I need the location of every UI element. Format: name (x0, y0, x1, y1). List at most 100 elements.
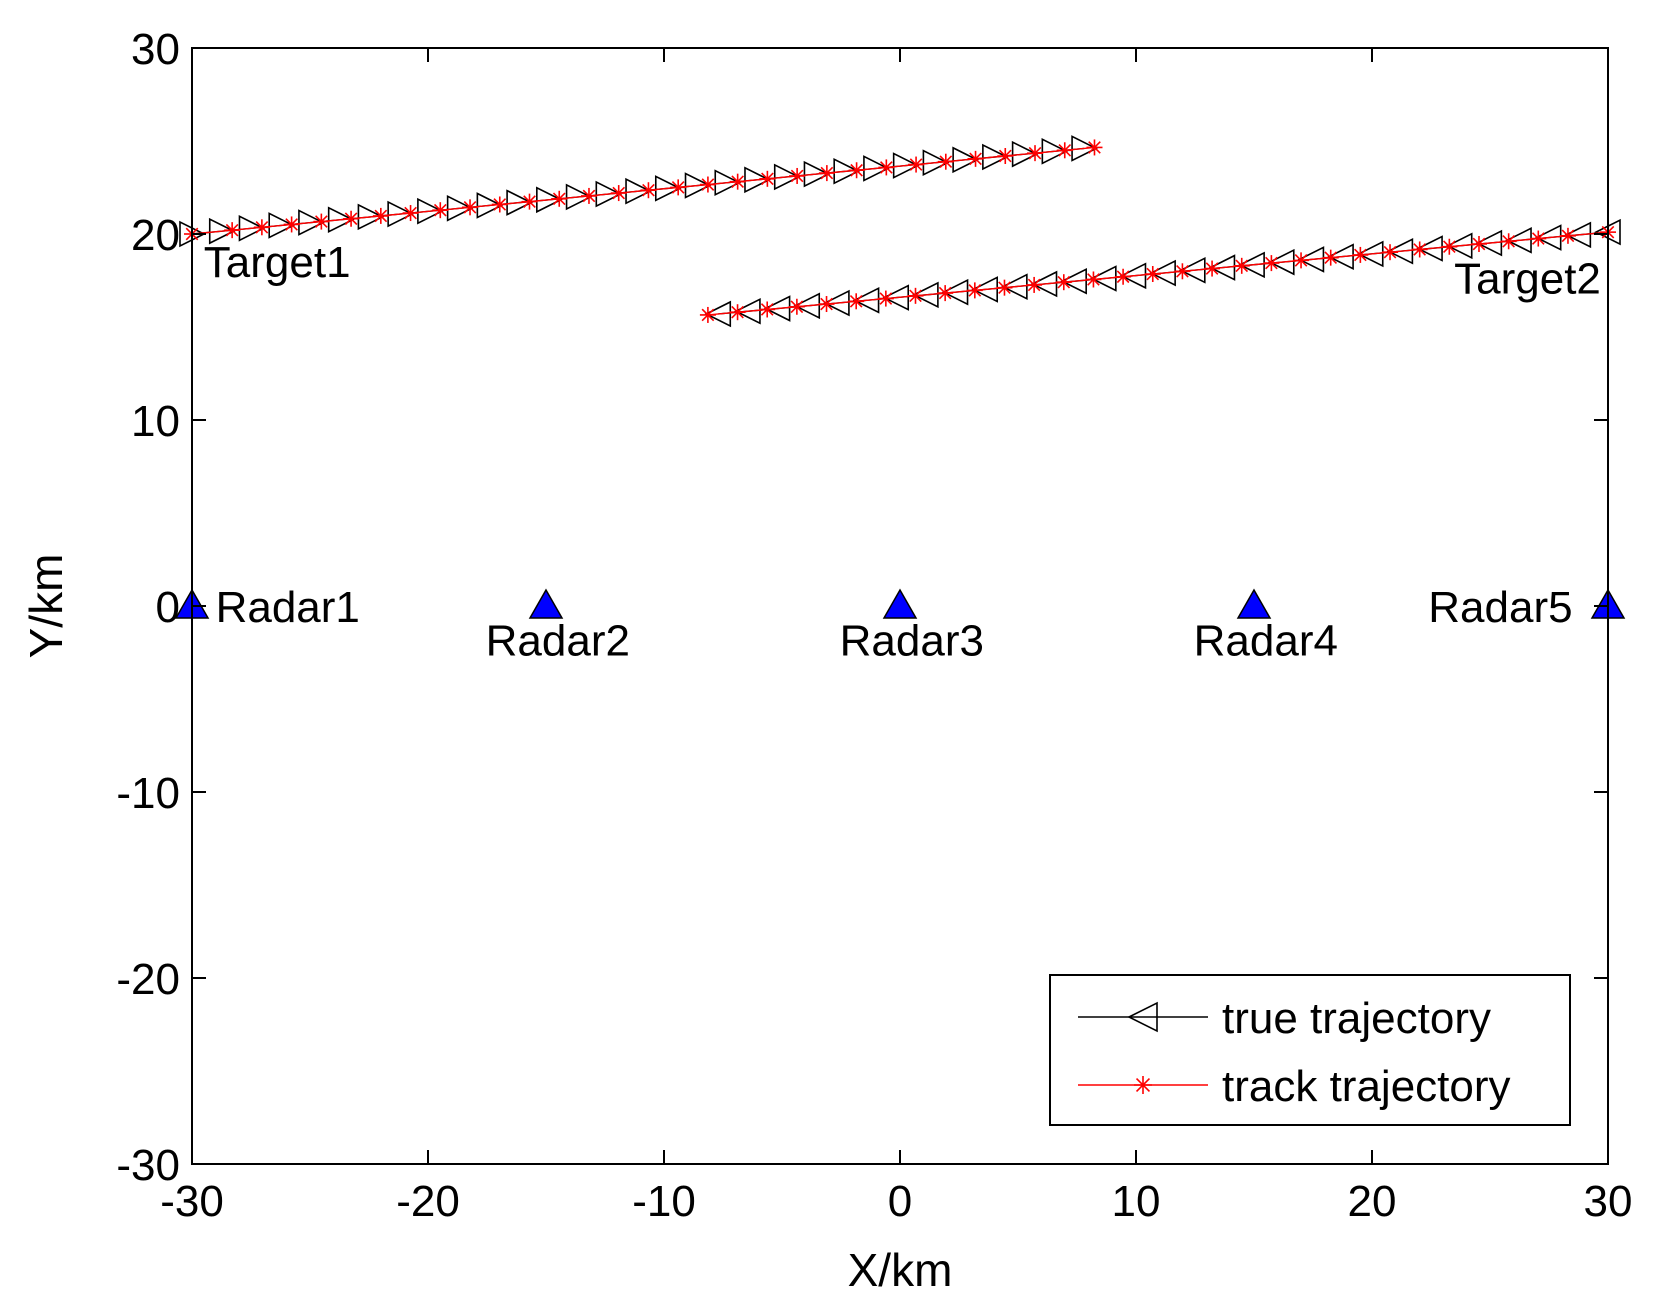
track-trajectory-point (402, 205, 419, 222)
true-trajectory-point (357, 203, 385, 231)
track-trajectory-point (313, 213, 330, 230)
x-tick-label: 10 (1112, 1177, 1161, 1226)
radar-3-label: Radar3 (840, 616, 984, 665)
asterisk-stroke (1354, 248, 1367, 262)
track-trajectory-point (432, 202, 449, 219)
asterisk-stroke (790, 169, 804, 183)
track-trajectory-point (1559, 227, 1576, 244)
target-1-trajectory (179, 135, 1103, 248)
y-tick-label: 20 (131, 211, 180, 260)
true-trajectory-point (1564, 221, 1592, 249)
true-trajectory-point (1327, 243, 1354, 270)
x-axis-label: X/km (848, 1244, 953, 1296)
true-trajectory-point (298, 209, 325, 236)
track-trajectory-point (1233, 257, 1250, 274)
true-trajectory-point (1238, 251, 1265, 279)
asterisk-stroke (731, 305, 744, 319)
true-trajectory-point (922, 149, 950, 176)
asterisk-stroke (1443, 240, 1456, 254)
legend: true trajectory track trajectory (1049, 974, 1571, 1126)
track-trajectory-point (788, 298, 805, 315)
true-trajectory-point (565, 183, 593, 211)
track-trajectory-point (759, 301, 776, 318)
track-trajectory-point (1263, 255, 1280, 272)
track-trajectory-point (1470, 236, 1487, 253)
x-tick-label: -20 (396, 1177, 460, 1226)
asterisk-stroke (761, 172, 774, 186)
track-trajectory-point (877, 290, 894, 307)
asterisk-stroke (1057, 275, 1071, 289)
true-trajectory-point (793, 292, 821, 320)
y-tick-label: -10 (116, 769, 180, 818)
asterisk-stroke (1561, 229, 1575, 243)
track-trajectory-point (670, 179, 687, 196)
asterisk-stroke (701, 178, 715, 191)
track-trajectory-point (1174, 263, 1191, 280)
true-trajectory-point (1534, 224, 1562, 251)
asterisk-stroke (285, 218, 298, 231)
true-trajectory-point (1179, 257, 1206, 284)
plot-area: Target1 Target2 Radar1 Radar2 Radar3 Radar4 Ra… (174, 135, 1626, 665)
y-tick-label: 0 (156, 583, 180, 632)
true-trajectory-point (1001, 273, 1028, 300)
true-trajectory-point (1119, 262, 1147, 290)
x-tick-label: -30 (160, 1177, 224, 1226)
track-trajectory-point (372, 207, 389, 224)
track-trajectory-point (818, 296, 835, 313)
track-trajectory-point (699, 176, 716, 193)
true-trajectory-point (387, 200, 414, 228)
track-trajectory-point (1441, 238, 1458, 255)
track-trajectory-point (937, 285, 954, 302)
track-trajectory-point (937, 153, 954, 170)
track-trajectory-point (1530, 230, 1547, 247)
true-trajectory-point (1208, 254, 1236, 281)
true-trajectory-point (823, 289, 850, 317)
track-trajectory-point (759, 170, 776, 187)
asterisk-stroke (612, 186, 626, 200)
track-trajectory-point (1382, 244, 1399, 261)
track-trajectory-point (699, 306, 716, 323)
track-trajectory-point (610, 185, 627, 202)
true-trajectory-point (1060, 267, 1087, 295)
legend-label: true trajectory (1222, 994, 1491, 1043)
track-trajectory-point (224, 222, 241, 239)
asterisk-stroke (1116, 270, 1130, 284)
asterisk-stroke (374, 209, 388, 223)
true-trajectory-point (704, 300, 732, 328)
asterisk-stroke (850, 163, 863, 177)
asterisk-stroke (701, 308, 715, 322)
track-trajectory-point (1085, 271, 1102, 288)
true-trajectory-point (1475, 229, 1503, 257)
true-trajectory-point (863, 155, 890, 182)
asterisk-stroke (909, 289, 922, 303)
track-trajectory-point (1352, 246, 1369, 263)
track-trajectory-point (283, 216, 300, 233)
asterisk-stroke (968, 284, 982, 297)
true-trajectory-point (744, 166, 771, 194)
asterisk-stroke (998, 149, 1012, 163)
track-trajectory-point (1411, 241, 1428, 258)
true-trajectory-point (654, 175, 682, 202)
asterisk-stroke (433, 203, 447, 217)
asterisk-stroke (1324, 251, 1338, 264)
asterisk-stroke (523, 195, 536, 208)
asterisk-stroke (731, 175, 744, 188)
asterisk-stroke (642, 183, 655, 197)
true-trajectory-point (941, 278, 969, 306)
true-trajectory-point (446, 195, 474, 222)
true-trajectory-point (1071, 135, 1098, 162)
y-tick-label: 30 (131, 25, 180, 74)
track-trajectory-point (1055, 274, 1072, 291)
legend-item-2: track trajectory (1078, 1062, 1511, 1111)
true-trajectory-point (833, 157, 860, 185)
true-trajectory-point (1505, 227, 1532, 254)
asterisk-stroke (1135, 1077, 1151, 1093)
asterisk-stroke (760, 303, 774, 316)
asterisk-stroke (880, 161, 893, 174)
track-trajectory-point (729, 304, 746, 321)
track-trajectory-point (1204, 260, 1221, 277)
asterisk-stroke (1088, 141, 1101, 154)
true-trajectory-point (595, 180, 623, 208)
asterisk-stroke (879, 292, 893, 305)
track-trajectory-point (1026, 276, 1043, 293)
